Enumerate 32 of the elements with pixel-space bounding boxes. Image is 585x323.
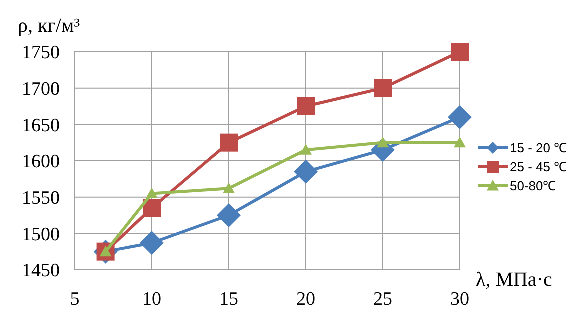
x-tick-label: 5 bbox=[70, 289, 80, 310]
y-tick-label: 1650 bbox=[22, 115, 60, 136]
x-axis-title: λ, МПа·с bbox=[476, 269, 552, 291]
legend-label: 25 - 45 ℃ bbox=[510, 160, 568, 175]
y-tick-label: 1600 bbox=[22, 152, 60, 173]
point bbox=[451, 43, 469, 61]
point bbox=[143, 199, 161, 218]
point bbox=[220, 134, 238, 152]
y-tick-label: 1700 bbox=[22, 78, 60, 100]
point bbox=[374, 79, 392, 98]
point bbox=[297, 98, 315, 116]
point bbox=[448, 105, 472, 130]
point bbox=[217, 204, 241, 228]
y-tick-label: 1450 bbox=[22, 260, 60, 282]
x-tick-label: 15 bbox=[220, 289, 238, 310]
point bbox=[223, 182, 235, 194]
x-tick-label: 10 bbox=[142, 289, 162, 310]
point bbox=[300, 144, 312, 155]
y-tick-label: 1500 bbox=[22, 224, 60, 246]
point bbox=[146, 188, 158, 198]
x-tick-label: 25 bbox=[374, 289, 392, 310]
point bbox=[454, 136, 466, 148]
legend-label: 50-80℃ bbox=[510, 178, 556, 194]
point bbox=[140, 231, 164, 256]
point bbox=[377, 136, 389, 148]
x-tick-label: 20 bbox=[296, 289, 316, 310]
point bbox=[294, 160, 318, 184]
legend-label: 15 - 20 ℃ bbox=[510, 140, 568, 156]
y-axis-title: ρ, кг/м³ bbox=[18, 15, 80, 37]
y-tick-label: 1750 bbox=[22, 42, 60, 64]
y-tick-label: 1550 bbox=[22, 188, 60, 209]
x-tick-label: 30 bbox=[450, 289, 470, 310]
